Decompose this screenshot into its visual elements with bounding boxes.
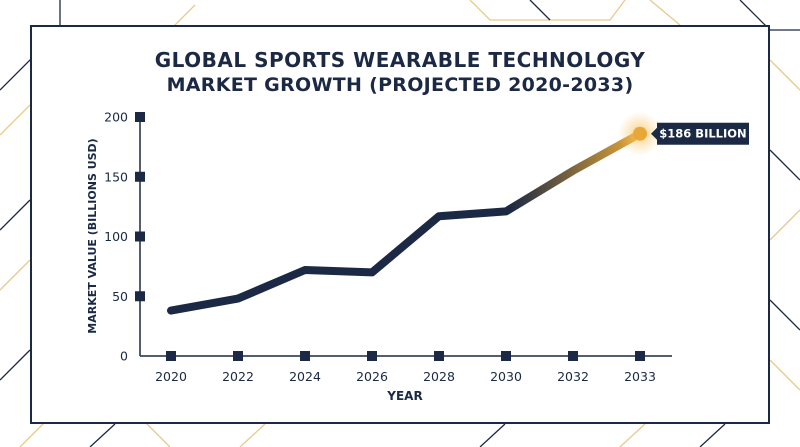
y-tick-label: 100 bbox=[104, 229, 128, 244]
x-tick-label: 2020 bbox=[155, 369, 187, 384]
decor-line bbox=[0, 259, 31, 291]
x-tick-marker bbox=[434, 351, 444, 361]
endpoint-marker bbox=[633, 126, 647, 141]
decor-line bbox=[0, 349, 31, 381]
decor-line bbox=[769, 149, 800, 181]
x-tick-label: 2033 bbox=[624, 369, 656, 384]
x-tick-label: 2022 bbox=[222, 369, 254, 384]
x-tick-marker bbox=[300, 351, 310, 361]
y-tick-label: 0 bbox=[120, 349, 128, 364]
x-tick-marker bbox=[367, 351, 377, 361]
value-callout: $186 BILLION bbox=[651, 122, 749, 145]
y-tick-marker bbox=[135, 112, 145, 122]
x-tick-marker bbox=[635, 351, 645, 361]
x-tick-label: 2030 bbox=[490, 369, 522, 384]
x-tick-label: 2024 bbox=[289, 369, 321, 384]
decor-line bbox=[769, 59, 800, 91]
x-tick-label: 2032 bbox=[557, 369, 589, 384]
x-tick-marker bbox=[568, 351, 578, 361]
chart-title: GLOBAL SPORTS WEARABLE TECHNOLOGY bbox=[154, 48, 646, 72]
chart-subtitle: MARKET GROWTH (PROJECTED 2020-2033) bbox=[166, 74, 634, 96]
y-tick-label: 150 bbox=[104, 169, 128, 184]
y-tick-marker bbox=[135, 231, 145, 242]
x-tick-marker bbox=[233, 351, 243, 361]
x-axis-title: YEAR bbox=[386, 389, 422, 403]
y-tick-marker bbox=[135, 291, 145, 302]
decor-line bbox=[239, 423, 266, 447]
decor-line bbox=[479, 423, 506, 447]
y-axis-title: MARKET VALUE (BILLIONS USD) bbox=[86, 138, 99, 333]
series-line bbox=[167, 129, 644, 315]
y-tick-marker bbox=[135, 171, 145, 182]
callout-pointer bbox=[651, 127, 657, 140]
x-tick-marker bbox=[166, 351, 176, 361]
decor-line bbox=[89, 423, 116, 447]
decor-line bbox=[619, 423, 646, 447]
decor-line bbox=[0, 199, 31, 231]
y-tick-label: 50 bbox=[112, 289, 128, 304]
callout-box bbox=[657, 122, 749, 145]
decor-line bbox=[739, 0, 800, 31]
x-tick-marker bbox=[501, 351, 511, 361]
y-tick-label: 200 bbox=[104, 110, 128, 125]
decor-line bbox=[769, 359, 800, 391]
x-tick-label: 2026 bbox=[356, 369, 388, 384]
decor-line bbox=[649, 0, 681, 26]
x-tick-label: 2028 bbox=[423, 369, 455, 384]
chart-card bbox=[30, 25, 770, 424]
callout-label: $186 BILLION bbox=[659, 127, 746, 141]
decor-line bbox=[699, 423, 726, 447]
decor-line bbox=[769, 209, 800, 241]
decor-line bbox=[769, 299, 800, 331]
decor-line bbox=[529, 0, 551, 21]
